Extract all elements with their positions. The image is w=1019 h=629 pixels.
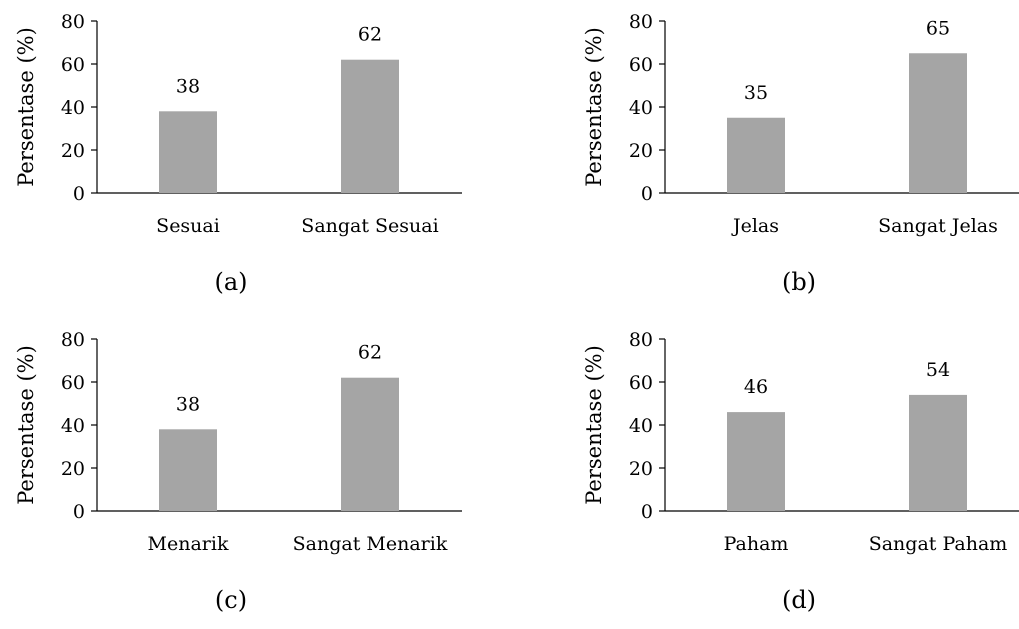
- data-label: 46: [744, 376, 768, 398]
- data-label: 38: [176, 75, 200, 97]
- bar-chart-c: 0 20 40 60 80 Persentase (%) 38 Menarik 62 Sangat…: [14, 329, 462, 614]
- chart-panel-c: 0 20 40 60 80 Persentase (%) 38 Menarik 62 Sangat…: [0, 318, 500, 629]
- bar: [341, 59, 399, 194]
- y-tick-label: 60: [61, 372, 85, 394]
- data-label: 38: [176, 393, 200, 415]
- y-tick-label: 20: [629, 140, 653, 162]
- category-label: Jelas: [731, 215, 779, 237]
- y-tick-label: 40: [61, 415, 85, 437]
- y-tick-label: 20: [629, 458, 653, 480]
- y-tick-label: 0: [641, 501, 653, 523]
- bar: [727, 117, 785, 193]
- y-tick-label: 80: [629, 329, 653, 351]
- bar-chart-b: 0 20 40 60 80 Persentase (%) 35 Jelas 65 Sangat J…: [582, 11, 1019, 296]
- y-tick-label: 40: [61, 97, 85, 119]
- chart-panel-d: 0 20 40 60 80 Persentase (%) 46 Paham 54 Sangat P…: [568, 318, 1019, 629]
- bar: [159, 111, 217, 193]
- y-tick-label: 60: [629, 54, 653, 76]
- bar: [909, 394, 967, 511]
- category-label: Sangat Sesuai: [301, 215, 438, 237]
- y-tick-label: 20: [61, 140, 85, 162]
- category-label: Sangat Paham: [869, 533, 1008, 555]
- chart-panel-b: 0 20 40 60 80 Persentase (%) 35 Jelas 65 Sangat J…: [568, 0, 1019, 311]
- category-label: Paham: [724, 533, 789, 555]
- y-tick-label: 0: [641, 183, 653, 205]
- bar: [341, 377, 399, 511]
- y-tick-label: 20: [61, 458, 85, 480]
- bar: [909, 53, 967, 193]
- panel-letter: (b): [782, 268, 816, 296]
- panel-letter: (a): [214, 268, 247, 296]
- category-label: Sangat Menarik: [293, 533, 448, 555]
- data-label: 62: [358, 342, 382, 364]
- y-tick-label: 0: [73, 501, 85, 523]
- y-tick-label: 60: [629, 372, 653, 394]
- bar-chart-d: 0 20 40 60 80 Persentase (%) 46 Paham 54 Sangat P…: [582, 329, 1019, 614]
- panel-letter: (d): [782, 586, 816, 614]
- y-tick-label: 0: [73, 183, 85, 205]
- bar-chart-a: 0 20 40 60 80 Persentase (%) 38 Sesuai 62 Sangat …: [14, 11, 462, 296]
- category-label: Menarik: [148, 533, 229, 555]
- y-tick-label: 80: [61, 11, 85, 33]
- bar: [727, 412, 785, 511]
- data-label: 65: [926, 17, 950, 39]
- y-tick-label: 60: [61, 54, 85, 76]
- y-tick-label: 40: [629, 415, 653, 437]
- y-axis-title: Persentase (%): [582, 27, 606, 187]
- category-label: Sangat Jelas: [878, 215, 998, 237]
- y-tick-label: 80: [61, 329, 85, 351]
- chart-panel-a: 0 20 40 60 80 Persentase (%) 38 Sesuai 62 Sangat …: [0, 0, 500, 311]
- bar: [159, 429, 217, 511]
- y-axis-title: Persentase (%): [14, 345, 38, 505]
- y-tick-label: 40: [629, 97, 653, 119]
- y-axis-title: Persentase (%): [582, 345, 606, 505]
- data-label: 62: [358, 24, 382, 46]
- data-label: 35: [744, 82, 768, 104]
- panel-letter: (c): [215, 586, 247, 614]
- y-tick-label: 80: [629, 11, 653, 33]
- category-label: Sesuai: [156, 215, 220, 237]
- y-axis-title: Persentase (%): [14, 27, 38, 187]
- data-label: 54: [926, 359, 950, 381]
